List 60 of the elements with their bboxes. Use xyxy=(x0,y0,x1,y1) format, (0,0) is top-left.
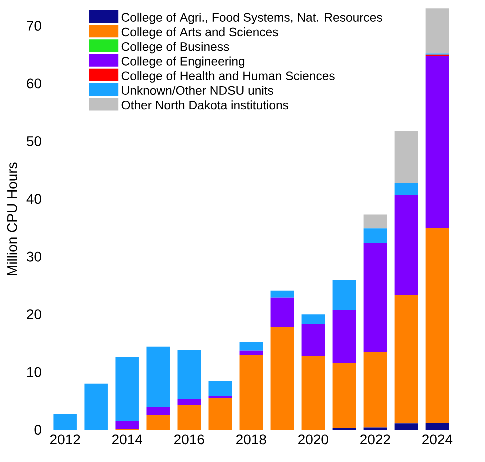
bar xyxy=(116,421,139,430)
bar xyxy=(178,350,201,400)
bar xyxy=(270,298,294,328)
bar xyxy=(332,280,356,311)
y-tick-label: 30 xyxy=(26,252,42,262)
x-tick-label: 2020 xyxy=(298,434,328,445)
bar xyxy=(146,346,170,408)
bar xyxy=(270,290,294,298)
x-tick-label: 2016 xyxy=(174,434,204,445)
bar xyxy=(394,131,418,184)
x-tick-label: 2014 xyxy=(112,434,142,445)
bar xyxy=(364,352,388,428)
y-tick-label: 60 xyxy=(27,78,42,89)
bar xyxy=(394,184,418,196)
legend-label: Unknown/Other NDSU units xyxy=(122,86,274,96)
legend-label: College of Arts and Sciences xyxy=(122,28,278,39)
legend-label: College of Business xyxy=(122,42,230,54)
y-tick-label: 10 xyxy=(28,367,42,378)
bar xyxy=(84,384,108,430)
bar xyxy=(394,294,418,424)
bar xyxy=(364,214,388,229)
x-tick-label: 2012 xyxy=(50,434,80,445)
bar xyxy=(240,350,264,355)
legend-label: College of Agri., Food Systems, Nat. Resources xyxy=(122,12,382,24)
bar xyxy=(240,342,264,351)
bar xyxy=(426,56,450,228)
x-tick-label: 2024 xyxy=(422,434,453,445)
bar xyxy=(208,382,232,397)
bar xyxy=(240,354,264,430)
x-tick-label: 2022 xyxy=(360,434,390,445)
bar xyxy=(146,407,170,415)
bar xyxy=(364,228,388,243)
bar xyxy=(394,195,418,295)
bar xyxy=(364,243,388,352)
bar xyxy=(116,357,139,422)
bar xyxy=(394,424,418,430)
y-tick-label: 20 xyxy=(27,310,42,320)
bar xyxy=(426,8,450,54)
bar xyxy=(302,356,326,430)
bar xyxy=(426,423,450,430)
legend-label: College of Health and Human Sciences xyxy=(122,71,335,83)
y-tick-label: 50 xyxy=(27,136,42,146)
bar xyxy=(178,405,201,430)
y-axis-title: Million CPU Hours xyxy=(7,162,18,276)
bar xyxy=(332,310,356,364)
bar xyxy=(270,327,294,430)
bar xyxy=(302,314,326,324)
legend-label: College of Engineering xyxy=(122,56,245,68)
bar xyxy=(146,414,170,430)
y-tick-label: 70 xyxy=(27,21,42,31)
y-tick-label: 40 xyxy=(26,194,42,204)
bar xyxy=(302,324,326,356)
bar xyxy=(332,363,356,428)
x-tick-label: 2018 xyxy=(236,434,266,445)
bar xyxy=(426,228,450,424)
bar xyxy=(208,398,232,430)
legend-label: Other North Dakota institutions xyxy=(122,100,289,110)
bar xyxy=(54,414,77,430)
bar xyxy=(178,399,201,406)
y-tick-label: 0 xyxy=(34,425,42,435)
